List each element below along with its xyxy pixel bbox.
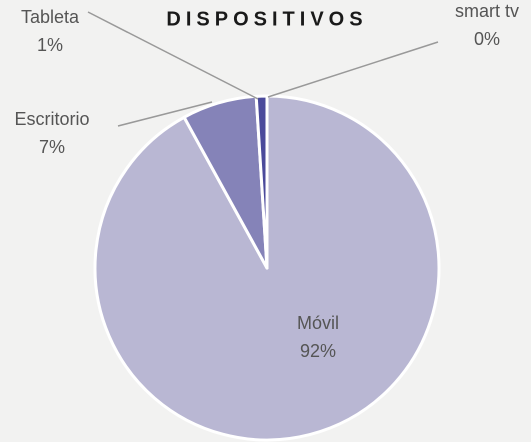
slice-label: Tableta bbox=[21, 7, 80, 27]
chart-title: DISPOSITIVOS bbox=[166, 8, 367, 30]
leader-line bbox=[87, 11, 259, 100]
slice-value-label: 0% bbox=[474, 29, 500, 49]
slice-value-label: 92% bbox=[300, 341, 336, 361]
slice-label: Móvil bbox=[297, 313, 339, 333]
slice-label: Escritorio bbox=[14, 109, 89, 129]
slice-label: smart tv bbox=[455, 1, 519, 21]
slice-value-label: 1% bbox=[37, 35, 63, 55]
slice-value-label: 7% bbox=[39, 137, 65, 157]
leader-line bbox=[117, 101, 213, 127]
pie-slice bbox=[93, 94, 441, 442]
leader-line bbox=[267, 41, 439, 98]
